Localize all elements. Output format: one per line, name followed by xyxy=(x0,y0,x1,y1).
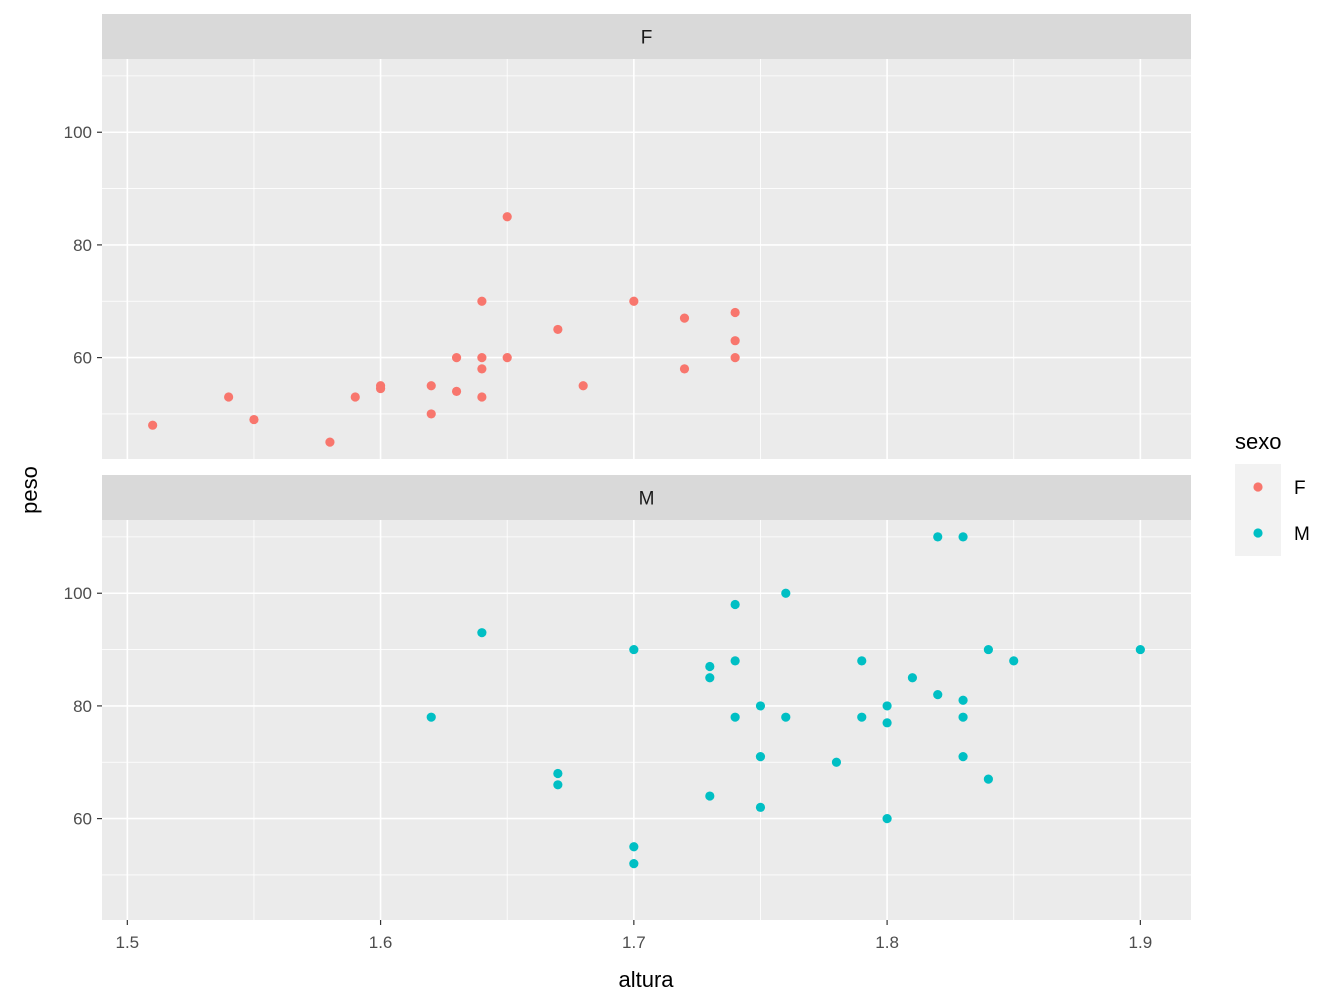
y-tick-label: 100 xyxy=(64,584,92,603)
data-point-M xyxy=(857,656,867,666)
facet-strip-label: F xyxy=(641,28,653,49)
data-point-M xyxy=(705,661,715,672)
data-point-M xyxy=(882,701,892,711)
data-point-M xyxy=(426,712,436,722)
data-point-M xyxy=(983,774,993,784)
data-point-M xyxy=(831,757,842,767)
data-point-F xyxy=(629,296,639,306)
data-point-M xyxy=(933,532,943,542)
x-tick-label: 1.7 xyxy=(622,933,646,952)
data-point-F xyxy=(477,296,487,306)
data-point-M xyxy=(629,644,639,655)
panel-background xyxy=(102,59,1191,459)
y-axis-title: peso xyxy=(17,466,42,514)
data-point-M xyxy=(730,712,740,722)
legend-key-M xyxy=(1253,528,1263,538)
data-point-F xyxy=(224,392,234,402)
data-point-F xyxy=(477,352,487,363)
x-tick-label: 1.5 xyxy=(116,933,140,952)
legend-label-F: F xyxy=(1294,478,1306,499)
data-point-M xyxy=(958,695,968,705)
legend-label-M: M xyxy=(1294,524,1310,545)
y-tick-label: 100 xyxy=(64,123,92,142)
data-point-M xyxy=(958,752,968,762)
data-point-M xyxy=(857,712,867,722)
data-point-M xyxy=(958,532,968,542)
facet-strip xyxy=(102,14,1191,59)
data-point-F xyxy=(477,364,487,374)
legend-title: sexo xyxy=(1235,429,1281,454)
data-point-M xyxy=(705,673,715,683)
data-point-M xyxy=(755,802,766,812)
data-point-M xyxy=(958,712,968,722)
data-point-M xyxy=(553,780,563,790)
data-point-F xyxy=(502,212,512,222)
y-tick-label: 60 xyxy=(73,810,92,829)
y-tick-label: 80 xyxy=(73,236,92,255)
data-point-M xyxy=(983,644,993,655)
legend-key-F xyxy=(1253,482,1263,492)
data-point-F xyxy=(426,381,436,391)
data-point-M xyxy=(477,628,487,638)
data-point-M xyxy=(755,752,766,762)
data-point-M xyxy=(907,673,918,683)
data-point-M xyxy=(882,718,892,728)
data-point-M xyxy=(629,842,639,852)
data-point-F xyxy=(249,414,259,425)
panel-background xyxy=(102,520,1191,920)
y-tick-label: 60 xyxy=(73,349,92,368)
x-tick-label: 1.6 xyxy=(369,933,393,952)
data-point-F xyxy=(679,313,690,323)
facets-layer: F 60 80 100 M 60 80 100 xyxy=(64,14,1191,920)
facet-panel-M: M 60 80 100 xyxy=(64,475,1191,920)
x-axis-title: altura xyxy=(618,967,674,992)
data-point-F xyxy=(730,352,740,363)
data-point-M xyxy=(933,690,943,700)
axes-layer: altura peso 1.5 1.6 1.7 1.8 1.9 xyxy=(17,466,1152,992)
data-point-M xyxy=(1009,656,1019,666)
data-point-M xyxy=(781,712,791,722)
data-point-F xyxy=(477,392,487,402)
data-point-F xyxy=(451,352,462,363)
data-point-M xyxy=(553,768,563,779)
data-point-M xyxy=(730,599,740,610)
data-point-F xyxy=(578,381,588,391)
data-point-M xyxy=(1135,644,1145,655)
data-point-F xyxy=(553,324,563,335)
data-point-M xyxy=(882,813,892,824)
data-point-F xyxy=(679,364,690,374)
x-tick-label: 1.9 xyxy=(1129,933,1153,952)
data-point-M xyxy=(705,791,715,801)
x-tick-label: 1.8 xyxy=(875,933,899,952)
data-point-F xyxy=(375,381,386,391)
facet-strip xyxy=(102,475,1191,520)
data-point-F xyxy=(451,386,462,396)
data-point-M xyxy=(629,859,639,869)
data-point-M xyxy=(781,588,791,598)
data-point-M xyxy=(755,701,766,711)
facet-panel-F: F 60 80 100 xyxy=(64,14,1191,459)
data-point-F xyxy=(350,392,360,402)
data-point-M xyxy=(730,656,740,666)
data-point-F xyxy=(325,437,335,447)
data-point-F xyxy=(730,336,740,346)
y-tick-label: 80 xyxy=(73,697,92,716)
data-point-F xyxy=(502,352,512,363)
data-point-F xyxy=(148,420,158,430)
facet-strip-label: M xyxy=(639,489,655,510)
data-point-F xyxy=(426,409,436,419)
data-point-F xyxy=(730,307,740,318)
legend: sexo F M xyxy=(1235,429,1310,556)
